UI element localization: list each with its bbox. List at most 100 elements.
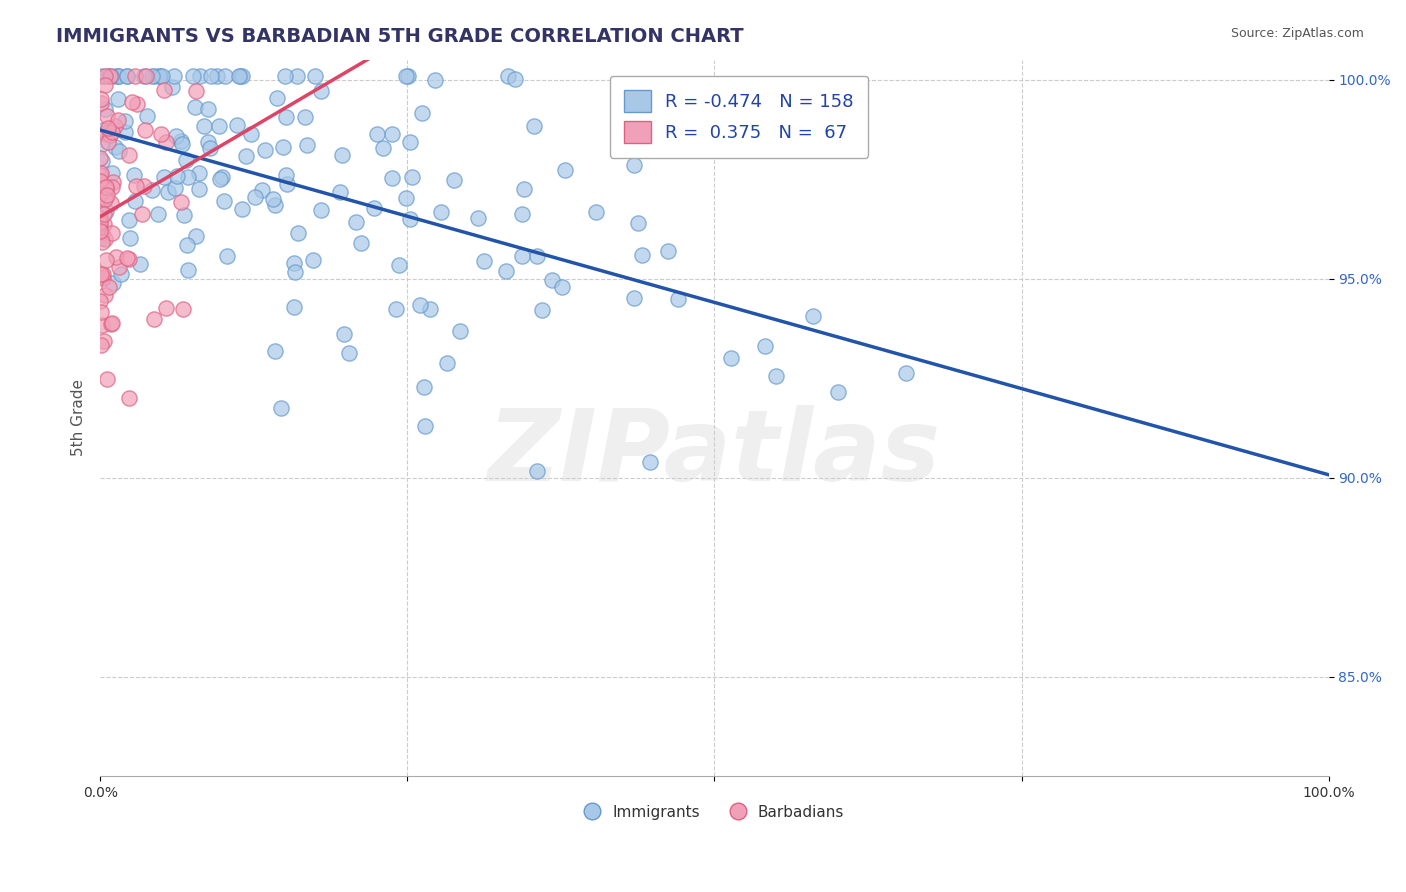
Point bbox=[114, 126, 136, 140]
Point bbox=[103, 176, 125, 190]
Point bbox=[115, 69, 138, 83]
Point bbox=[540, 273, 562, 287]
Point bbox=[134, 123, 156, 137]
Point bbox=[101, 276, 124, 290]
Point bbox=[198, 141, 221, 155]
Point bbox=[150, 127, 173, 141]
Point bbox=[240, 127, 263, 141]
Point bbox=[551, 280, 574, 294]
Point bbox=[91, 271, 114, 285]
Point bbox=[214, 69, 236, 83]
Point bbox=[231, 202, 253, 216]
Point bbox=[262, 192, 284, 206]
Point bbox=[309, 203, 332, 218]
Point bbox=[148, 69, 170, 83]
Point bbox=[117, 251, 139, 265]
Text: IMMIGRANTS VS BARBADIAN 5TH GRADE CORRELATION CHART: IMMIGRANTS VS BARBADIAN 5TH GRADE CORREL… bbox=[56, 27, 744, 45]
Point bbox=[827, 384, 849, 399]
Point bbox=[131, 207, 153, 221]
Point bbox=[284, 265, 307, 279]
Point bbox=[91, 235, 114, 249]
Point bbox=[105, 69, 128, 83]
Point bbox=[720, 351, 742, 365]
Point bbox=[101, 179, 124, 194]
Point bbox=[89, 151, 111, 165]
Point bbox=[90, 69, 112, 83]
Point bbox=[135, 69, 157, 83]
Point bbox=[170, 136, 193, 151]
Point bbox=[554, 162, 576, 177]
Point bbox=[121, 95, 143, 109]
Point bbox=[208, 119, 231, 133]
Point bbox=[329, 185, 352, 199]
Point bbox=[266, 90, 288, 104]
Point bbox=[89, 218, 111, 232]
Point bbox=[124, 194, 146, 208]
Point bbox=[124, 69, 146, 83]
Point bbox=[387, 258, 409, 272]
Point bbox=[174, 153, 197, 168]
Legend: Immigrants, Barbadians: Immigrants, Barbadians bbox=[578, 798, 851, 826]
Point bbox=[90, 137, 112, 152]
Point bbox=[411, 105, 433, 120]
Point bbox=[107, 92, 129, 106]
Point bbox=[205, 69, 228, 83]
Point bbox=[100, 128, 122, 142]
Point bbox=[263, 198, 285, 212]
Point bbox=[363, 202, 385, 216]
Point bbox=[188, 69, 211, 83]
Point bbox=[93, 207, 115, 221]
Point bbox=[510, 249, 533, 263]
Point bbox=[90, 305, 112, 319]
Point bbox=[271, 140, 294, 154]
Point bbox=[754, 339, 776, 353]
Point bbox=[226, 118, 249, 132]
Point bbox=[287, 226, 309, 240]
Point bbox=[170, 134, 193, 148]
Point bbox=[94, 253, 117, 268]
Point bbox=[285, 69, 308, 83]
Point bbox=[333, 326, 356, 341]
Point bbox=[401, 170, 423, 185]
Point bbox=[149, 69, 172, 83]
Point bbox=[94, 69, 117, 83]
Point bbox=[163, 69, 186, 83]
Point bbox=[264, 344, 287, 359]
Point bbox=[503, 72, 526, 87]
Point bbox=[114, 114, 136, 128]
Point bbox=[283, 300, 305, 314]
Point bbox=[104, 140, 127, 154]
Point bbox=[100, 69, 122, 83]
Point bbox=[104, 119, 127, 133]
Point bbox=[330, 147, 353, 161]
Point bbox=[89, 186, 111, 201]
Point bbox=[98, 280, 121, 294]
Point bbox=[623, 291, 645, 305]
Point bbox=[101, 166, 124, 180]
Point bbox=[89, 174, 111, 188]
Point bbox=[250, 183, 273, 197]
Point bbox=[186, 228, 208, 243]
Point bbox=[90, 267, 112, 281]
Point bbox=[101, 125, 124, 139]
Point bbox=[276, 110, 298, 124]
Point bbox=[294, 110, 316, 124]
Point bbox=[141, 69, 163, 83]
Point bbox=[141, 183, 163, 197]
Point bbox=[105, 250, 128, 264]
Point bbox=[283, 256, 305, 270]
Point bbox=[100, 69, 122, 83]
Point bbox=[118, 212, 141, 227]
Point bbox=[228, 69, 250, 83]
Point bbox=[526, 249, 548, 263]
Point bbox=[136, 110, 159, 124]
Point bbox=[295, 138, 318, 153]
Point bbox=[162, 79, 184, 94]
Point bbox=[89, 168, 111, 182]
Point bbox=[513, 182, 536, 196]
Point bbox=[274, 70, 297, 84]
Point bbox=[270, 401, 292, 415]
Point bbox=[472, 253, 495, 268]
Point bbox=[530, 302, 553, 317]
Point bbox=[630, 247, 652, 261]
